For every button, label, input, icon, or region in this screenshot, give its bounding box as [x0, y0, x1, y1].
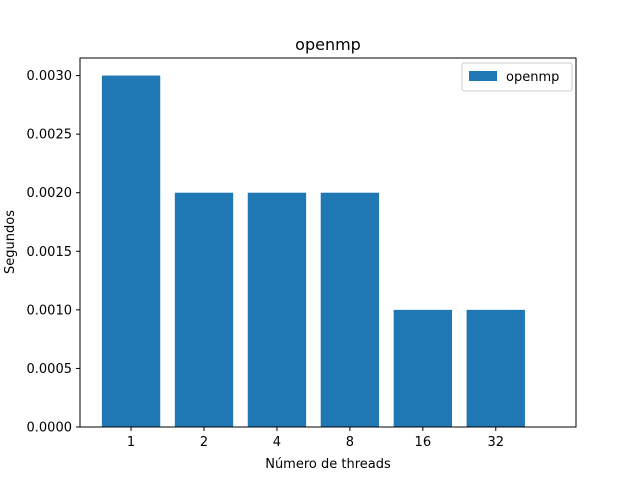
bar-32 — [466, 309, 525, 427]
y-tick-label: 0.0010 — [27, 303, 73, 318]
y-tick-label: 0.0015 — [27, 245, 73, 260]
x-tick-label: 2 — [200, 435, 208, 450]
x-tick-label: 1 — [127, 435, 135, 450]
x-tick-label: 16 — [415, 435, 432, 450]
y-tick-label: 0.0020 — [27, 186, 73, 201]
y-tick-label: 0.0025 — [27, 128, 73, 143]
bar-16 — [393, 309, 452, 427]
x-axis-label: Número de threads — [265, 457, 391, 472]
y-axis-label: Segundos — [3, 210, 18, 274]
plot-frame — [79, 57, 577, 428]
axes-group — [79, 57, 577, 428]
x-tick-label: 32 — [487, 435, 504, 450]
bar-8 — [320, 192, 380, 427]
y-tick-label: 0.0000 — [27, 421, 73, 436]
y-ticks-group: 0.0000 0.0005 0.0010 0.0015 0.0020 0.0025 0.00… — [27, 69, 80, 436]
legend-label: openmp — [506, 70, 559, 85]
bar-2 — [174, 192, 234, 427]
x-ticks-group: 1 2 4 8 16 32 — [127, 427, 504, 450]
bar-4 — [247, 192, 307, 427]
legend-box — [461, 62, 573, 92]
y-tick-label: 0.0005 — [27, 362, 73, 377]
chart-title: openmp — [295, 35, 361, 54]
bars-group — [101, 75, 525, 428]
x-tick-label: 8 — [346, 435, 354, 450]
legend: openmp — [461, 62, 573, 92]
x-tick-label: 4 — [273, 435, 281, 450]
legend-swatch — [469, 71, 497, 81]
y-tick-label: 0.0030 — [27, 69, 73, 84]
bar-1 — [101, 75, 161, 428]
